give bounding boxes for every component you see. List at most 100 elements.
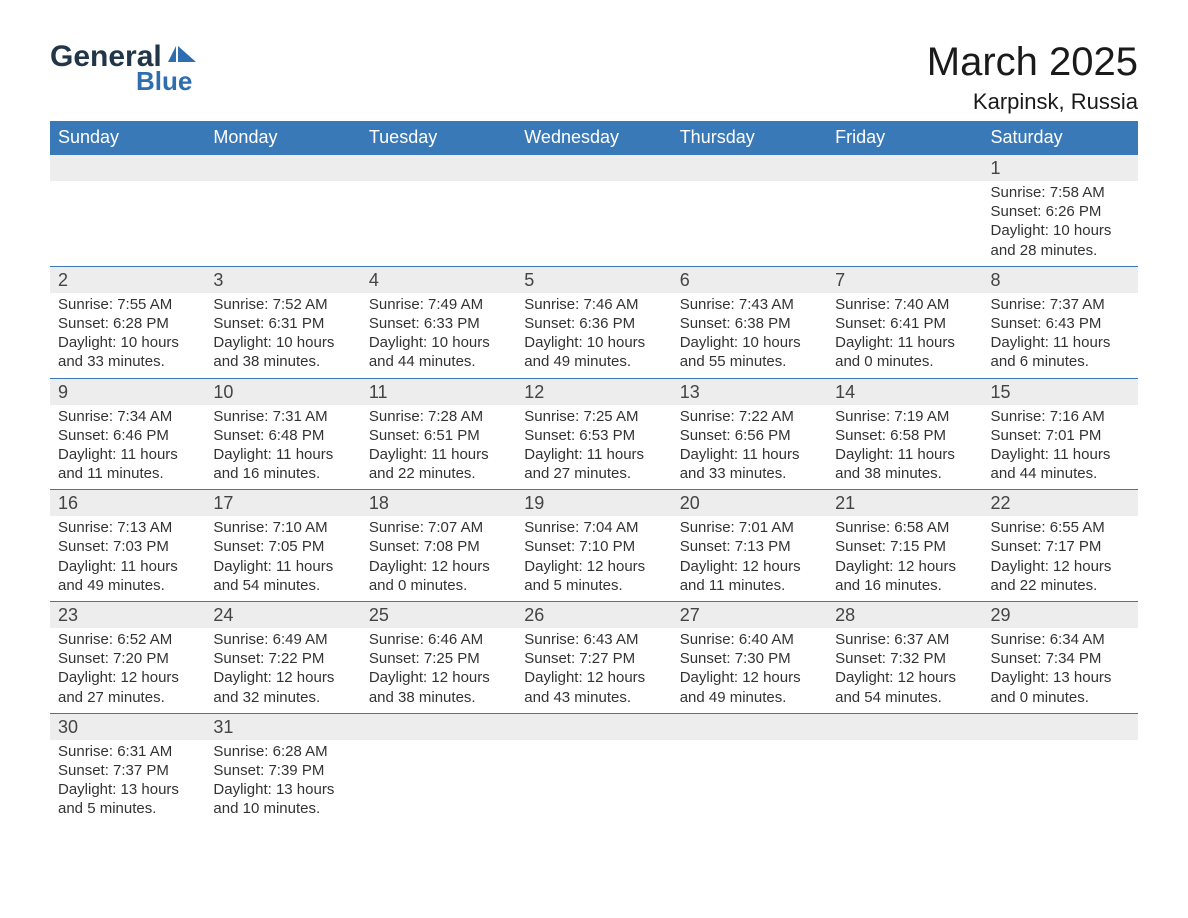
day-detail-cell: Sunrise: 7:16 AMSunset: 7:01 PMDaylight:… xyxy=(983,405,1138,490)
sunrise-line: Sunrise: 7:19 AM xyxy=(835,407,974,426)
sunrise-line: Sunrise: 7:07 AM xyxy=(369,518,508,537)
sunrise-line: Sunrise: 7:43 AM xyxy=(680,295,819,314)
day-number-cell xyxy=(205,155,360,182)
sunset-line: Sunset: 7:32 PM xyxy=(835,649,974,668)
day-number: 31 xyxy=(205,714,360,740)
daylight-line: Daylight: 13 hours and 10 minutes. xyxy=(213,780,352,818)
day-number-row: 2345678 xyxy=(50,266,1138,293)
day-number: 20 xyxy=(672,490,827,516)
header: General Blue March 2025 Karpinsk, Russia xyxy=(50,40,1138,115)
day-number-cell: 20 xyxy=(672,490,827,517)
sunset-line: Sunset: 6:31 PM xyxy=(213,314,352,333)
day-number-cell: 25 xyxy=(361,602,516,629)
sunset-line: Sunset: 6:43 PM xyxy=(991,314,1130,333)
sunrise-line: Sunrise: 6:49 AM xyxy=(213,630,352,649)
day-detail-cell xyxy=(361,181,516,266)
logo-text-blue: Blue xyxy=(136,66,192,97)
day-detail-cell xyxy=(672,181,827,266)
daylight-line: Daylight: 10 hours and 33 minutes. xyxy=(58,333,197,371)
day-number: 18 xyxy=(361,490,516,516)
day-detail-cell xyxy=(983,740,1138,825)
day-number: 1 xyxy=(983,155,1138,181)
column-header: Monday xyxy=(205,121,360,155)
column-header: Sunday xyxy=(50,121,205,155)
day-detail-cell: Sunrise: 7:58 AMSunset: 6:26 PMDaylight:… xyxy=(983,181,1138,266)
day-number-cell: 11 xyxy=(361,378,516,405)
day-number: 17 xyxy=(205,490,360,516)
day-detail-cell: Sunrise: 7:40 AMSunset: 6:41 PMDaylight:… xyxy=(827,293,982,378)
column-header: Friday xyxy=(827,121,982,155)
day-number-row: 1 xyxy=(50,155,1138,182)
daylight-line: Daylight: 11 hours and 33 minutes. xyxy=(680,445,819,483)
sunset-line: Sunset: 6:51 PM xyxy=(369,426,508,445)
day-number-cell xyxy=(827,155,982,182)
day-number-cell: 3 xyxy=(205,266,360,293)
sunrise-line: Sunrise: 7:49 AM xyxy=(369,295,508,314)
day-number-cell xyxy=(672,155,827,182)
sunrise-line: Sunrise: 6:37 AM xyxy=(835,630,974,649)
day-detail-cell xyxy=(827,740,982,825)
sunset-line: Sunset: 6:53 PM xyxy=(524,426,663,445)
day-number-cell: 8 xyxy=(983,266,1138,293)
sunset-line: Sunset: 6:58 PM xyxy=(835,426,974,445)
sunrise-line: Sunrise: 7:13 AM xyxy=(58,518,197,537)
sunset-line: Sunset: 7:30 PM xyxy=(680,649,819,668)
day-number-cell: 28 xyxy=(827,602,982,629)
day-number-cell: 9 xyxy=(50,378,205,405)
day-number-cell: 12 xyxy=(516,378,671,405)
day-detail-cell: Sunrise: 6:46 AMSunset: 7:25 PMDaylight:… xyxy=(361,628,516,713)
day-number-row: 3031 xyxy=(50,713,1138,740)
day-detail-cell: Sunrise: 7:37 AMSunset: 6:43 PMDaylight:… xyxy=(983,293,1138,378)
sunrise-line: Sunrise: 6:31 AM xyxy=(58,742,197,761)
sunrise-line: Sunrise: 6:43 AM xyxy=(524,630,663,649)
sunset-line: Sunset: 6:48 PM xyxy=(213,426,352,445)
sunset-line: Sunset: 6:56 PM xyxy=(680,426,819,445)
day-number: 16 xyxy=(50,490,205,516)
day-number-cell xyxy=(827,713,982,740)
day-number: 26 xyxy=(516,602,671,628)
day-number-cell xyxy=(672,713,827,740)
day-number-cell: 13 xyxy=(672,378,827,405)
day-number-cell: 29 xyxy=(983,602,1138,629)
day-number-cell: 22 xyxy=(983,490,1138,517)
column-header: Thursday xyxy=(672,121,827,155)
daylight-line: Daylight: 11 hours and 6 minutes. xyxy=(991,333,1130,371)
sunset-line: Sunset: 6:46 PM xyxy=(58,426,197,445)
daylight-line: Daylight: 12 hours and 32 minutes. xyxy=(213,668,352,706)
day-detail-cell: Sunrise: 6:40 AMSunset: 7:30 PMDaylight:… xyxy=(672,628,827,713)
daylight-line: Daylight: 10 hours and 44 minutes. xyxy=(369,333,508,371)
sunrise-line: Sunrise: 7:46 AM xyxy=(524,295,663,314)
sunset-line: Sunset: 7:39 PM xyxy=(213,761,352,780)
column-header: Saturday xyxy=(983,121,1138,155)
daylight-line: Daylight: 10 hours and 38 minutes. xyxy=(213,333,352,371)
sunrise-line: Sunrise: 6:55 AM xyxy=(991,518,1130,537)
sunrise-line: Sunrise: 7:01 AM xyxy=(680,518,819,537)
sunrise-line: Sunrise: 7:28 AM xyxy=(369,407,508,426)
day-number-cell: 26 xyxy=(516,602,671,629)
day-number: 24 xyxy=(205,602,360,628)
day-number-cell xyxy=(516,713,671,740)
day-detail-cell: Sunrise: 6:58 AMSunset: 7:15 PMDaylight:… xyxy=(827,516,982,601)
day-detail-cell: Sunrise: 6:34 AMSunset: 7:34 PMDaylight:… xyxy=(983,628,1138,713)
day-detail-cell: Sunrise: 6:31 AMSunset: 7:37 PMDaylight:… xyxy=(50,740,205,825)
daylight-line: Daylight: 11 hours and 22 minutes. xyxy=(369,445,508,483)
sunrise-line: Sunrise: 7:58 AM xyxy=(991,183,1130,202)
column-header: Tuesday xyxy=(361,121,516,155)
day-number: 22 xyxy=(983,490,1138,516)
sunset-line: Sunset: 7:10 PM xyxy=(524,537,663,556)
daylight-line: Daylight: 10 hours and 28 minutes. xyxy=(991,221,1130,259)
sunset-line: Sunset: 6:36 PM xyxy=(524,314,663,333)
day-number-cell xyxy=(361,713,516,740)
day-detail-cell xyxy=(361,740,516,825)
daylight-line: Daylight: 13 hours and 0 minutes. xyxy=(991,668,1130,706)
daylight-line: Daylight: 12 hours and 11 minutes. xyxy=(680,557,819,595)
day-number-cell: 1 xyxy=(983,155,1138,182)
day-number-row: 9101112131415 xyxy=(50,378,1138,405)
column-header: Wednesday xyxy=(516,121,671,155)
daylight-line: Daylight: 11 hours and 11 minutes. xyxy=(58,445,197,483)
day-detail-row: Sunrise: 7:58 AMSunset: 6:26 PMDaylight:… xyxy=(50,181,1138,266)
sunset-line: Sunset: 6:26 PM xyxy=(991,202,1130,221)
day-number-cell: 18 xyxy=(361,490,516,517)
day-number: 2 xyxy=(50,267,205,293)
day-detail-cell xyxy=(50,181,205,266)
